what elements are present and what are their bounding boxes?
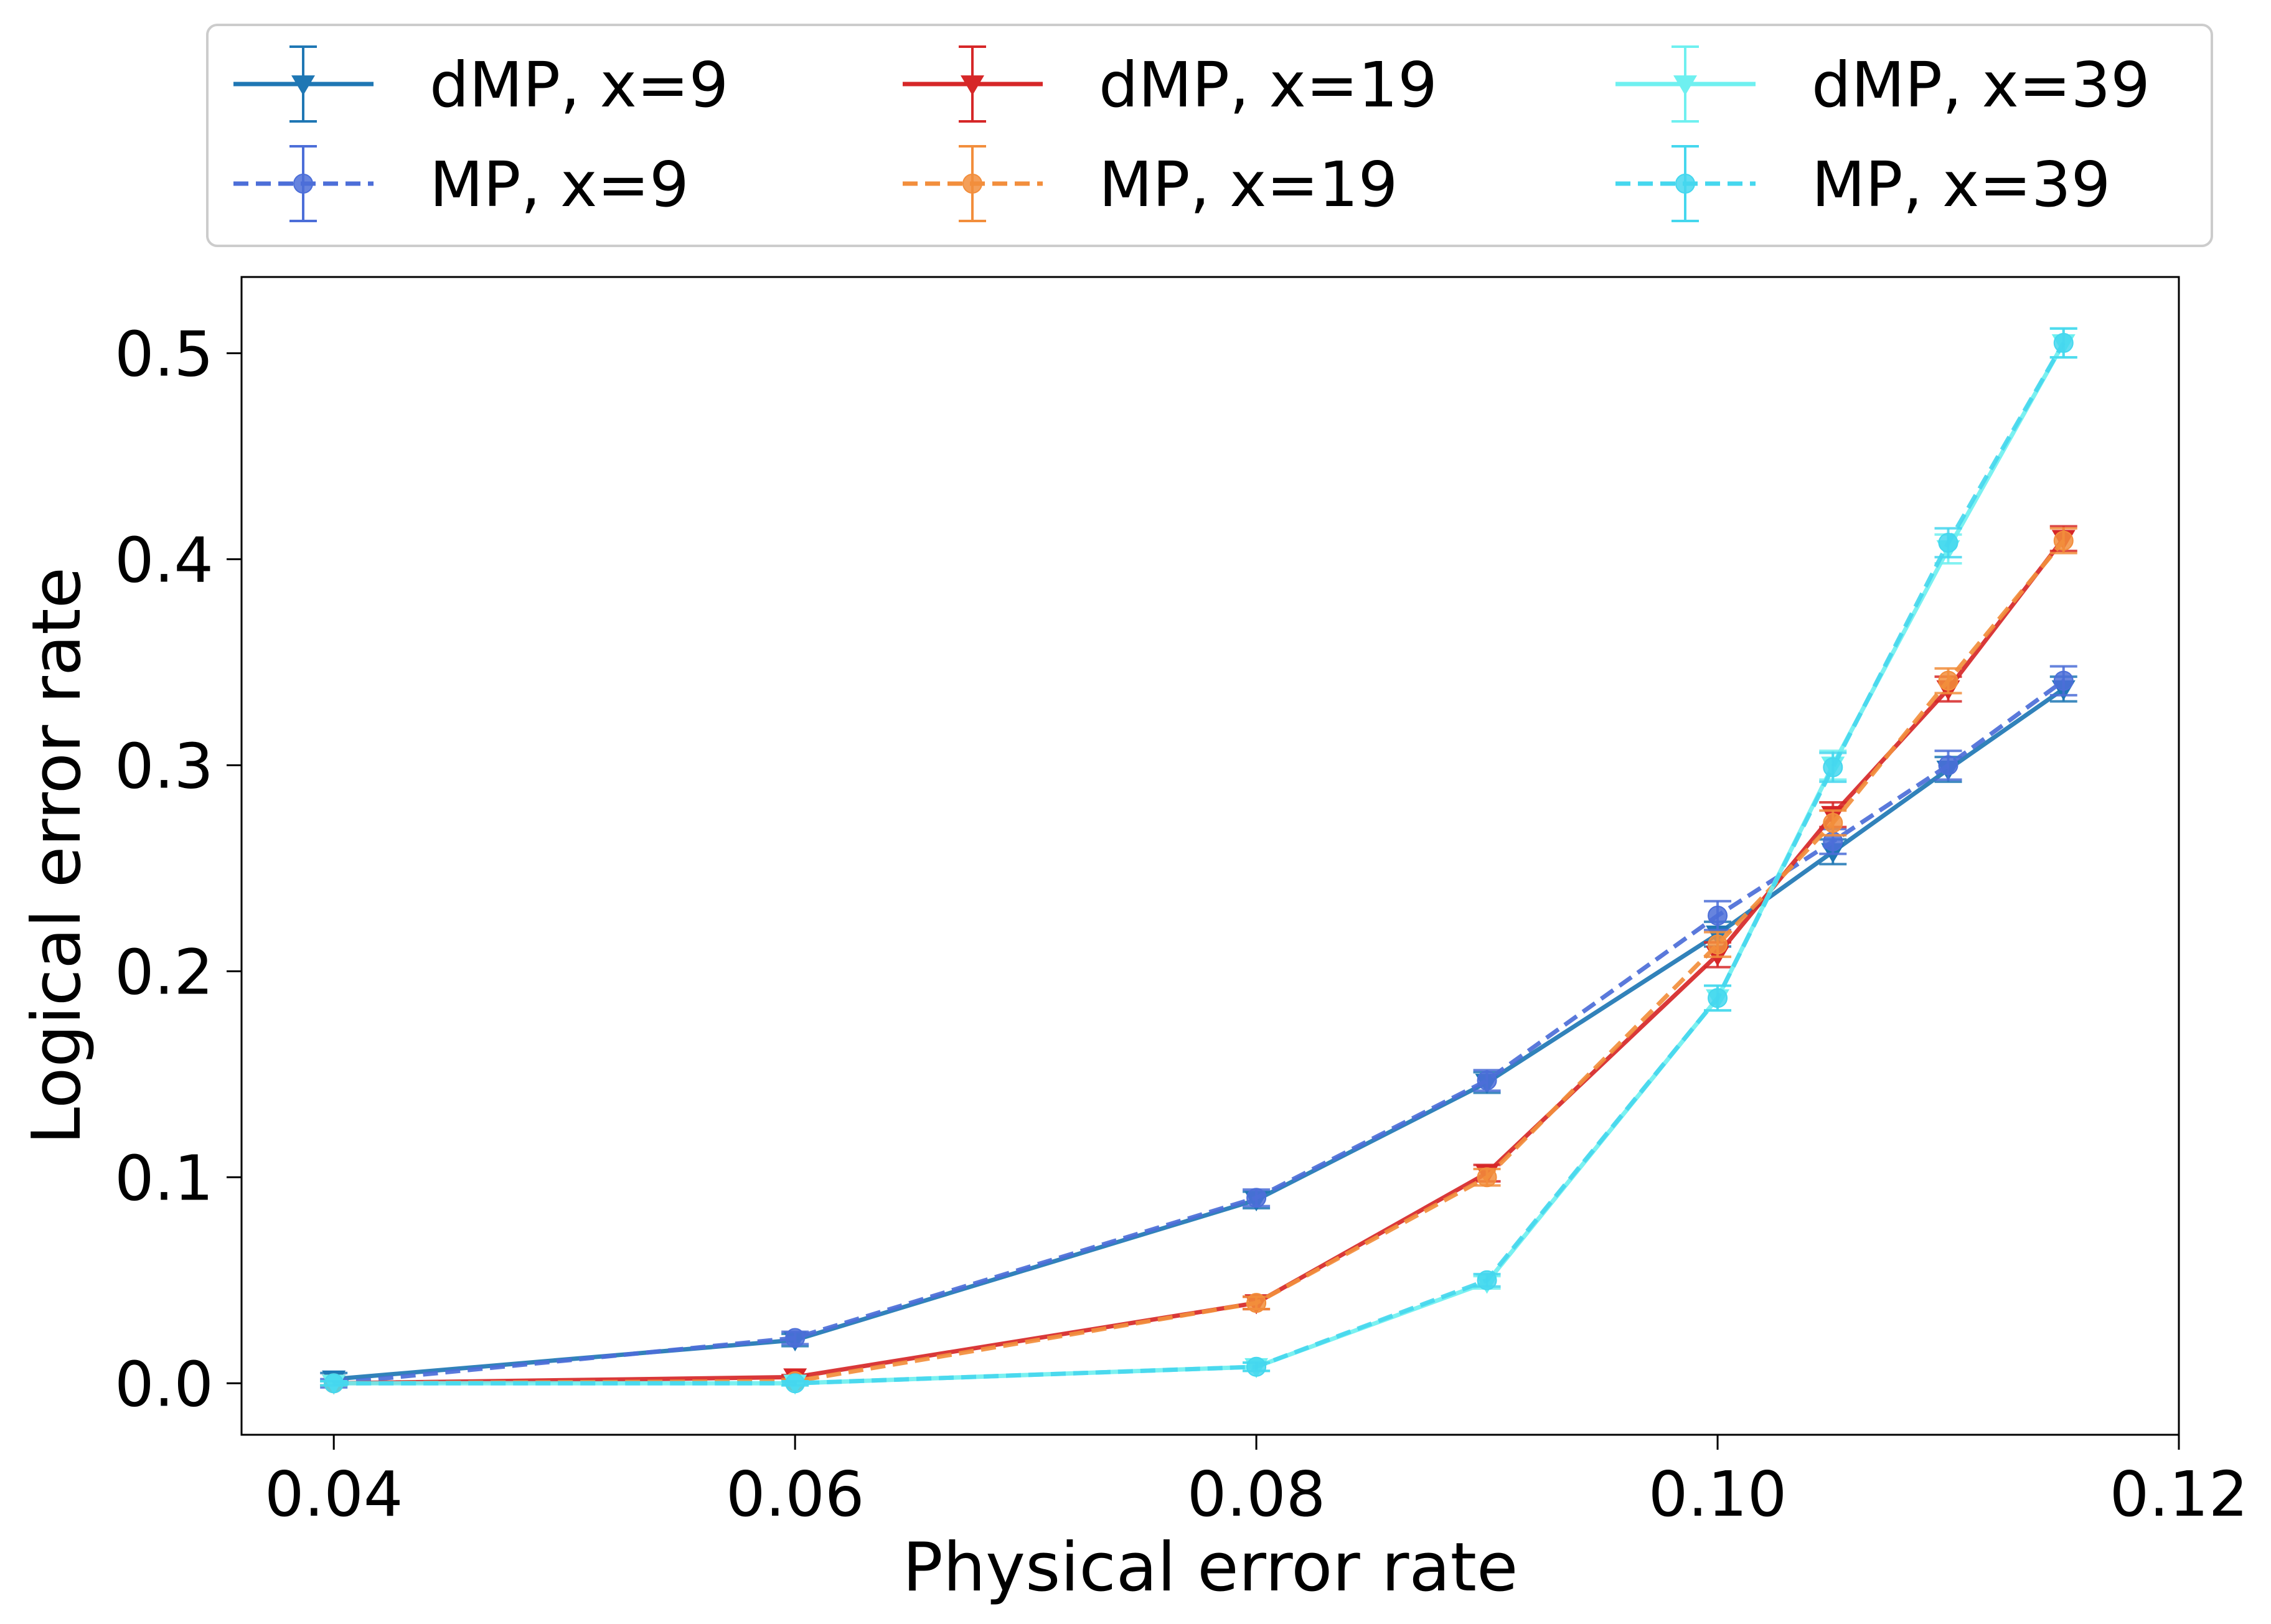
legend-label: dMP, x=19 bbox=[1099, 49, 1437, 121]
x-tick-label: 0.06 bbox=[726, 1458, 865, 1531]
y-axis-label: Logical error rate bbox=[18, 567, 96, 1145]
series-line bbox=[334, 342, 2066, 1386]
series-2 bbox=[320, 525, 2077, 1395]
legend-marker bbox=[962, 174, 982, 194]
series-layer bbox=[320, 327, 2077, 1395]
series-4 bbox=[320, 327, 2077, 1395]
x-axis-label: Physical error rate bbox=[903, 1529, 1518, 1607]
series-1 bbox=[320, 665, 2077, 1394]
series-line bbox=[333, 678, 2065, 1386]
data-point bbox=[324, 1373, 344, 1394]
data-point bbox=[1246, 1188, 1267, 1208]
y-tick-label: 0.5 bbox=[115, 317, 214, 390]
data-point bbox=[1246, 1293, 1267, 1313]
legend-item: dMP, x=39 bbox=[1615, 45, 2150, 123]
legend-label: MP, x=39 bbox=[1812, 148, 2110, 221]
legend: dMP, x=9 MP, x=9 dMP, x=19 MP, x=19 dMP, x=3… bbox=[206, 24, 2213, 247]
data-point bbox=[2053, 332, 2074, 353]
data-point bbox=[1708, 905, 1728, 926]
axis-ticks: 0.04 0.06 0.08 0.10 0.12 0.0 0.1 0.2 0.3 0.4 0.5 bbox=[115, 317, 2248, 1531]
legend-item: MP, x=39 bbox=[1615, 145, 2110, 222]
legend-box bbox=[206, 24, 2213, 247]
legend-marker bbox=[291, 75, 315, 96]
data-point bbox=[2053, 670, 2074, 691]
data-point bbox=[1823, 757, 1843, 777]
series-5 bbox=[320, 327, 2077, 1394]
legend-label: MP, x=9 bbox=[430, 148, 689, 221]
data-point bbox=[1477, 1070, 1497, 1091]
data-point bbox=[1823, 813, 1843, 833]
series-0 bbox=[320, 675, 2077, 1391]
data-point bbox=[785, 1373, 806, 1394]
series-3 bbox=[320, 527, 2077, 1394]
data-point bbox=[785, 1328, 806, 1348]
data-point bbox=[1938, 755, 1958, 776]
x-tick-label: 0.12 bbox=[2110, 1458, 2249, 1531]
data-point bbox=[1477, 1270, 1497, 1290]
y-tick-label: 0.0 bbox=[115, 1348, 214, 1420]
legend-marker bbox=[961, 75, 984, 96]
y-tick-label: 0.3 bbox=[115, 730, 214, 802]
series-line bbox=[334, 342, 2066, 1386]
series-line bbox=[334, 539, 2066, 1386]
legend-marker bbox=[1673, 75, 1697, 96]
legend-label: dMP, x=9 bbox=[430, 49, 728, 121]
data-point bbox=[1477, 1167, 1497, 1188]
legend-item: MP, x=19 bbox=[903, 145, 1398, 222]
legend-marker bbox=[1675, 174, 1695, 194]
series-line bbox=[333, 687, 2065, 1382]
legend-label: MP, x=19 bbox=[1099, 148, 1398, 221]
y-tick-label: 0.4 bbox=[115, 523, 214, 596]
legend-marker bbox=[293, 174, 313, 194]
x-tick-label: 0.04 bbox=[265, 1458, 403, 1531]
x-tick-label: 0.08 bbox=[1187, 1458, 1326, 1531]
legend-item: MP, x=9 bbox=[233, 145, 689, 222]
data-point bbox=[2053, 530, 2074, 551]
legend-item: dMP, x=9 bbox=[233, 45, 728, 123]
x-tick-label: 0.10 bbox=[1648, 1458, 1787, 1531]
data-point bbox=[1708, 934, 1728, 955]
data-point bbox=[1246, 1356, 1267, 1377]
legend-label: dMP, x=39 bbox=[1812, 49, 2150, 121]
series-line bbox=[334, 537, 2066, 1386]
legend-item: dMP, x=19 bbox=[903, 45, 1437, 123]
y-tick-label: 0.2 bbox=[115, 936, 214, 1008]
legend-items: dMP, x=9 MP, x=9 dMP, x=19 MP, x=19 dMP, x=3… bbox=[233, 45, 2150, 222]
data-point bbox=[1938, 670, 1958, 691]
plot-frame bbox=[240, 276, 2180, 1436]
data-point bbox=[1708, 988, 1728, 1008]
data-point bbox=[1938, 532, 1958, 553]
y-tick-label: 0.1 bbox=[115, 1142, 214, 1214]
